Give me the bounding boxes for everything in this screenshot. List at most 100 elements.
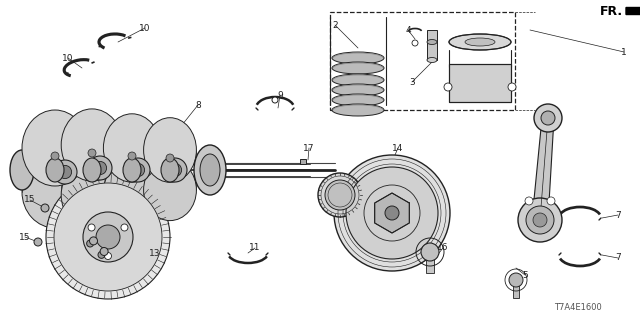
- Text: 7: 7: [615, 253, 621, 262]
- Circle shape: [128, 152, 136, 160]
- Circle shape: [54, 183, 162, 291]
- Circle shape: [51, 152, 59, 160]
- Text: 15: 15: [24, 196, 36, 204]
- Text: 10: 10: [62, 53, 74, 62]
- Circle shape: [90, 237, 97, 245]
- Text: 8: 8: [195, 100, 201, 109]
- Circle shape: [104, 252, 111, 260]
- Text: 2: 2: [332, 20, 338, 29]
- Text: FR.: FR.: [600, 4, 623, 18]
- Polygon shape: [374, 193, 410, 233]
- Circle shape: [88, 156, 112, 180]
- Text: 9: 9: [277, 91, 283, 100]
- Circle shape: [41, 204, 49, 212]
- Bar: [300, 159, 306, 164]
- Circle shape: [541, 111, 555, 125]
- Text: 6: 6: [522, 218, 528, 227]
- Text: 16: 16: [437, 244, 449, 252]
- Ellipse shape: [332, 62, 384, 74]
- Circle shape: [163, 158, 187, 182]
- Circle shape: [509, 273, 523, 287]
- Circle shape: [444, 83, 452, 91]
- Circle shape: [58, 165, 72, 179]
- Circle shape: [83, 212, 133, 262]
- Text: 4: 4: [405, 26, 411, 35]
- Bar: [449, 64, 511, 102]
- Ellipse shape: [10, 150, 34, 190]
- Circle shape: [131, 164, 145, 177]
- Ellipse shape: [22, 110, 88, 186]
- Ellipse shape: [332, 52, 384, 64]
- Circle shape: [121, 224, 128, 231]
- Text: 7: 7: [615, 211, 621, 220]
- Circle shape: [88, 224, 95, 231]
- Ellipse shape: [194, 145, 226, 195]
- Ellipse shape: [61, 109, 123, 181]
- Text: 4: 4: [505, 74, 511, 83]
- Text: 11: 11: [249, 244, 260, 252]
- Ellipse shape: [143, 159, 196, 220]
- Circle shape: [34, 238, 42, 246]
- Circle shape: [46, 175, 170, 299]
- Circle shape: [508, 83, 516, 91]
- Text: 3: 3: [409, 77, 415, 86]
- Circle shape: [168, 164, 182, 177]
- Ellipse shape: [104, 160, 161, 224]
- Circle shape: [88, 149, 96, 157]
- Circle shape: [318, 173, 362, 217]
- Ellipse shape: [200, 154, 220, 186]
- Ellipse shape: [104, 114, 161, 182]
- Circle shape: [526, 206, 554, 234]
- Text: 14: 14: [392, 143, 404, 153]
- Circle shape: [166, 154, 174, 162]
- Circle shape: [518, 198, 562, 242]
- Ellipse shape: [427, 39, 437, 44]
- Circle shape: [346, 167, 438, 259]
- Bar: [330, 12, 515, 110]
- Circle shape: [53, 160, 77, 184]
- Text: 15: 15: [106, 249, 118, 258]
- Bar: [427, 30, 437, 60]
- Ellipse shape: [61, 161, 123, 229]
- Bar: [513, 280, 519, 298]
- FancyArrow shape: [626, 6, 640, 16]
- Ellipse shape: [123, 158, 141, 182]
- Circle shape: [86, 240, 93, 247]
- Circle shape: [325, 180, 355, 210]
- Ellipse shape: [465, 38, 495, 46]
- Text: 15: 15: [19, 233, 31, 242]
- Circle shape: [334, 155, 450, 271]
- Circle shape: [421, 243, 439, 261]
- Ellipse shape: [449, 34, 511, 50]
- Circle shape: [412, 40, 418, 46]
- Ellipse shape: [332, 94, 384, 106]
- Circle shape: [385, 206, 399, 220]
- Text: 17: 17: [303, 143, 315, 153]
- Text: 10: 10: [140, 23, 151, 33]
- Ellipse shape: [427, 58, 437, 62]
- Bar: [426, 251, 434, 273]
- Circle shape: [533, 213, 547, 227]
- Text: 1: 1: [621, 47, 627, 57]
- Text: 13: 13: [149, 249, 161, 258]
- Ellipse shape: [332, 84, 384, 96]
- Circle shape: [547, 197, 555, 205]
- Circle shape: [100, 247, 108, 255]
- Ellipse shape: [332, 74, 384, 86]
- Text: 12: 12: [349, 173, 361, 182]
- Polygon shape: [532, 118, 554, 220]
- Ellipse shape: [22, 156, 88, 228]
- Ellipse shape: [46, 158, 64, 182]
- Circle shape: [93, 161, 107, 175]
- Circle shape: [534, 104, 562, 132]
- Circle shape: [525, 197, 533, 205]
- Ellipse shape: [332, 104, 384, 116]
- Ellipse shape: [161, 158, 179, 182]
- Bar: [449, 64, 511, 102]
- Text: T7A4E1600: T7A4E1600: [554, 302, 602, 311]
- Ellipse shape: [83, 158, 101, 182]
- Ellipse shape: [143, 118, 196, 182]
- Circle shape: [126, 158, 150, 182]
- Circle shape: [272, 97, 278, 103]
- Text: 5: 5: [522, 270, 528, 279]
